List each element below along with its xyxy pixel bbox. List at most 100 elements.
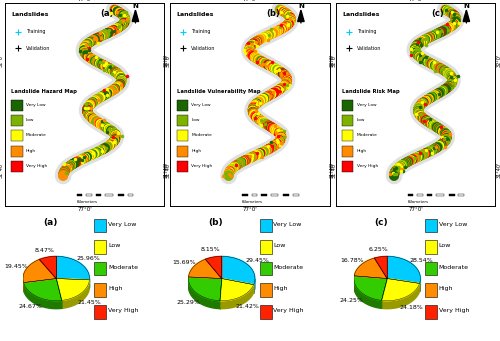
Text: 16.78%: 16.78% bbox=[340, 258, 363, 263]
Text: Very High: Very High bbox=[108, 308, 138, 313]
Polygon shape bbox=[56, 256, 90, 280]
Text: Very Low: Very Low bbox=[26, 103, 46, 107]
Text: 8.15%: 8.15% bbox=[200, 248, 220, 252]
Text: Landslides: Landslides bbox=[342, 12, 380, 16]
Text: 32°0': 32°0' bbox=[330, 54, 334, 67]
Text: Very Low: Very Low bbox=[439, 222, 467, 227]
Polygon shape bbox=[382, 283, 420, 309]
Polygon shape bbox=[206, 256, 222, 279]
FancyBboxPatch shape bbox=[12, 146, 22, 157]
Text: Landslides: Landslides bbox=[12, 12, 49, 16]
Text: Very Low: Very Low bbox=[191, 103, 211, 107]
Text: Very Low: Very Low bbox=[356, 103, 376, 107]
Bar bbox=[436, 194, 444, 196]
Text: 32°0': 32°0' bbox=[331, 54, 336, 67]
Text: 32°0': 32°0' bbox=[166, 54, 170, 67]
Polygon shape bbox=[382, 279, 420, 301]
Bar bbox=[426, 219, 437, 233]
Text: 31°40': 31°40' bbox=[496, 162, 500, 178]
Polygon shape bbox=[188, 279, 220, 309]
FancyBboxPatch shape bbox=[342, 115, 353, 126]
Text: Low: Low bbox=[26, 118, 34, 122]
FancyBboxPatch shape bbox=[177, 130, 188, 142]
Text: Validation: Validation bbox=[26, 46, 50, 50]
Bar bbox=[426, 240, 437, 254]
Polygon shape bbox=[220, 279, 254, 301]
Text: Very High: Very High bbox=[439, 308, 470, 313]
Text: Validation: Validation bbox=[356, 46, 381, 50]
FancyBboxPatch shape bbox=[12, 161, 22, 172]
Text: Low: Low bbox=[108, 243, 120, 249]
Bar bbox=[417, 194, 423, 196]
Text: 28.54%: 28.54% bbox=[410, 257, 434, 263]
Text: High: High bbox=[274, 286, 288, 292]
Polygon shape bbox=[354, 258, 387, 279]
Text: High: High bbox=[26, 149, 36, 152]
FancyBboxPatch shape bbox=[177, 115, 188, 126]
FancyBboxPatch shape bbox=[177, 100, 188, 111]
Bar bbox=[96, 194, 102, 196]
Bar bbox=[118, 194, 124, 196]
Text: Low: Low bbox=[439, 243, 451, 249]
Text: 31°40': 31°40' bbox=[0, 162, 4, 178]
Polygon shape bbox=[354, 276, 387, 300]
Text: Training: Training bbox=[191, 29, 210, 34]
Bar bbox=[94, 240, 106, 254]
Bar bbox=[94, 262, 106, 276]
Text: Low: Low bbox=[191, 118, 200, 122]
FancyBboxPatch shape bbox=[12, 115, 22, 126]
Text: (b): (b) bbox=[266, 10, 280, 18]
Bar bbox=[426, 194, 432, 196]
Text: 32°0': 32°0' bbox=[496, 54, 500, 67]
Bar bbox=[76, 194, 82, 196]
Polygon shape bbox=[40, 256, 56, 279]
Text: Moderate: Moderate bbox=[274, 265, 304, 270]
Text: Very High: Very High bbox=[274, 308, 304, 313]
FancyBboxPatch shape bbox=[12, 130, 22, 142]
Bar bbox=[426, 262, 437, 276]
Polygon shape bbox=[298, 10, 304, 21]
Polygon shape bbox=[56, 279, 90, 300]
Text: Very High: Very High bbox=[26, 164, 47, 168]
Bar bbox=[426, 283, 437, 297]
Text: 24.67%: 24.67% bbox=[19, 304, 42, 309]
Text: 21.45%: 21.45% bbox=[78, 300, 101, 305]
Text: High: High bbox=[439, 286, 454, 292]
Bar bbox=[128, 194, 133, 196]
Bar bbox=[252, 194, 258, 196]
Text: Validation: Validation bbox=[191, 46, 216, 50]
Text: 29.45%: 29.45% bbox=[245, 258, 269, 263]
Bar bbox=[94, 219, 106, 233]
Text: (b): (b) bbox=[208, 218, 223, 227]
Text: 32°0': 32°0' bbox=[164, 54, 169, 67]
Text: 15.69%: 15.69% bbox=[172, 260, 196, 265]
Bar bbox=[260, 219, 272, 233]
Bar bbox=[284, 194, 289, 196]
Polygon shape bbox=[132, 10, 138, 21]
Text: Very High: Very High bbox=[356, 164, 378, 168]
Text: Kilometers: Kilometers bbox=[76, 200, 98, 204]
Polygon shape bbox=[254, 279, 255, 293]
Text: Kilometers: Kilometers bbox=[408, 200, 428, 204]
Bar bbox=[261, 194, 267, 196]
Bar bbox=[426, 305, 437, 318]
Bar bbox=[260, 262, 272, 276]
Bar bbox=[105, 194, 113, 196]
FancyBboxPatch shape bbox=[177, 161, 188, 172]
Text: Low: Low bbox=[274, 243, 286, 249]
Text: 24.18%: 24.18% bbox=[400, 305, 423, 310]
Bar bbox=[94, 305, 106, 318]
Text: 6.25%: 6.25% bbox=[368, 247, 388, 252]
Bar bbox=[86, 194, 92, 196]
Polygon shape bbox=[62, 280, 90, 308]
Bar bbox=[94, 283, 106, 297]
Bar bbox=[260, 240, 272, 254]
Text: N: N bbox=[132, 3, 138, 10]
Text: 32°0': 32°0' bbox=[0, 54, 4, 67]
Text: N: N bbox=[464, 3, 469, 10]
Bar bbox=[260, 305, 272, 318]
Text: 77°0': 77°0' bbox=[408, 0, 423, 2]
Text: High: High bbox=[108, 286, 122, 292]
Polygon shape bbox=[24, 283, 62, 309]
Text: Kilometers: Kilometers bbox=[242, 200, 263, 204]
